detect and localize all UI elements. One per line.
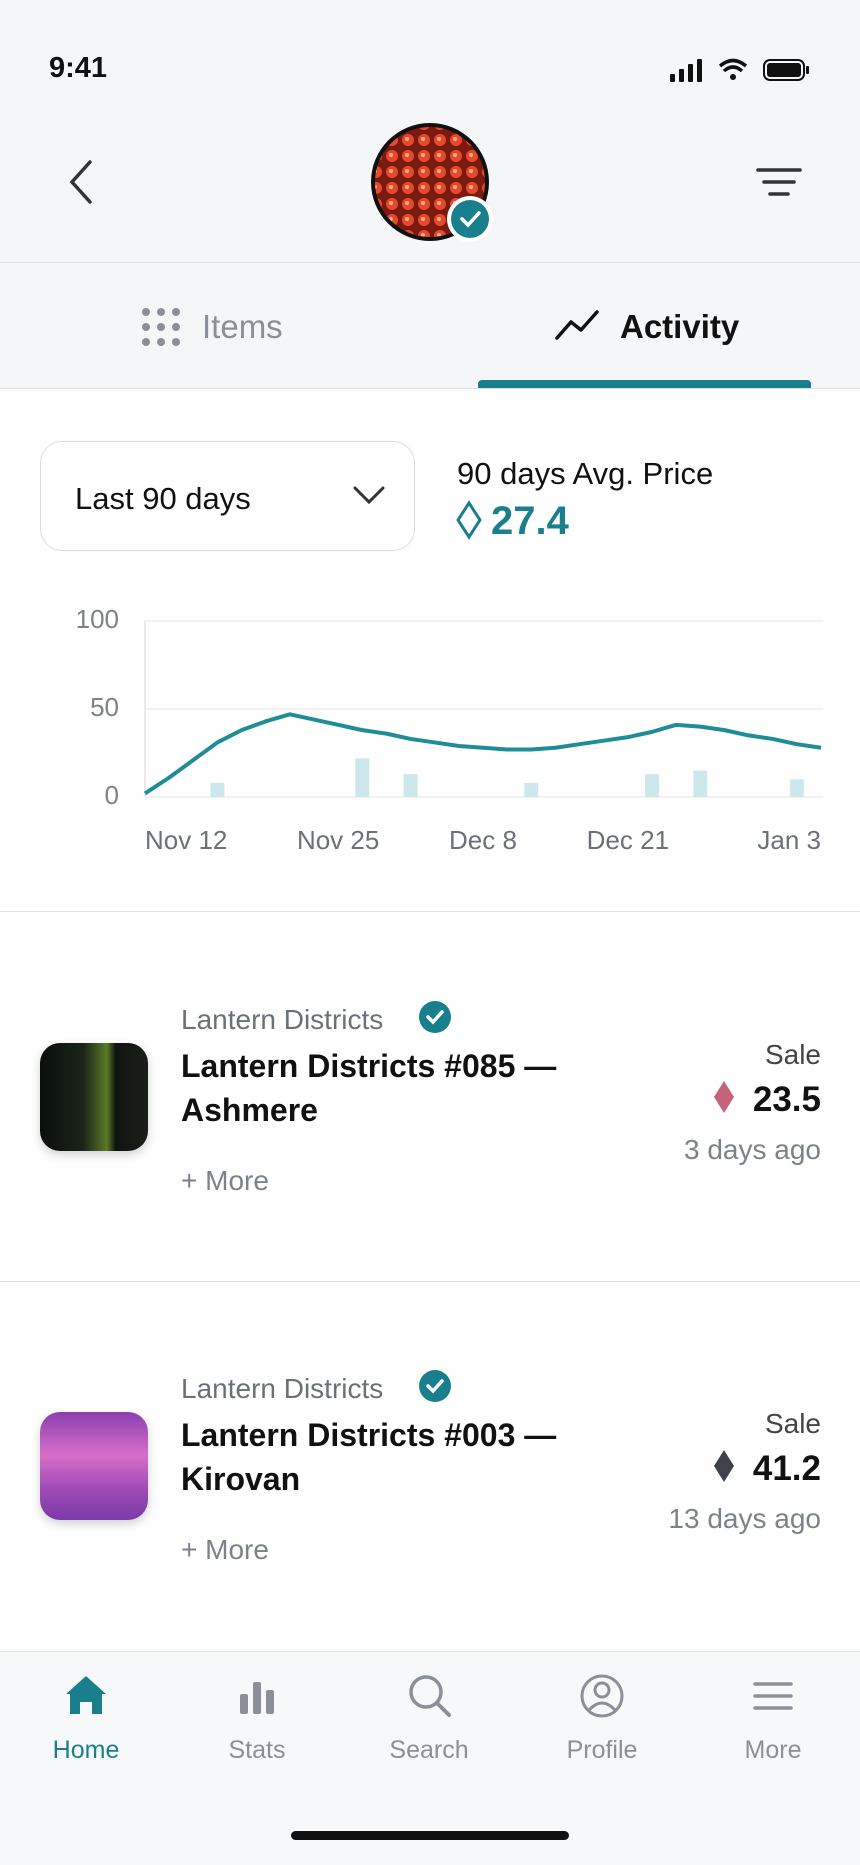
x-tick-label: Dec 8 [449,825,517,855]
nav-label[interactable]: Stats [228,1736,286,1764]
currency-icon [714,1081,734,1113]
divider [0,262,860,263]
divider [0,1281,860,1282]
price: 23.5 [752,1080,821,1119]
tab-indicator [478,380,811,388]
nav-label[interactable]: Profile [566,1736,638,1764]
x-tick-label: Dec 21 [587,825,669,855]
tab[interactable]: Activity [620,308,740,345]
item-thumbnail[interactable] [40,1412,148,1520]
event-type: Sale [764,1039,821,1070]
status-time: 9:41 [49,52,108,84]
back-button[interactable] [69,160,92,204]
verified-badge [419,1370,451,1402]
status-icons [670,58,809,82]
volume-bar [789,779,804,797]
event-time: 13 days ago [668,1503,821,1534]
items-icon [142,308,180,346]
verified-badge [419,1001,451,1033]
activity-icon [555,310,599,340]
price: 41.2 [752,1449,821,1488]
x-tick-label: Jan 3 [757,825,821,855]
avg-value: 27.4 [491,499,569,543]
volume-bar [210,782,225,797]
y-tick-label: 100 [76,604,119,634]
y-tick-label: 50 [90,692,119,722]
y-tick-label: 0 [105,780,119,810]
volume-bar [524,782,539,797]
volume-bar [693,770,708,797]
filter-button[interactable] [756,168,802,196]
divider [0,911,860,912]
home-indicator [291,1831,569,1840]
volume-bar [355,758,370,797]
more-link[interactable]: + More [181,1534,269,1565]
currency-icon [456,500,482,540]
dropdown-chevron [353,486,385,505]
nav-label[interactable]: Home [52,1736,120,1764]
volume-bar [645,774,659,797]
currency-icon [714,1450,734,1482]
period-label: Last 90 days [75,481,251,516]
more-link[interactable]: + More [181,1165,269,1196]
top-bar [69,123,802,242]
divider [0,388,860,389]
item-title[interactable]: Lantern Districts #003 — Kirovan [181,1417,557,1497]
item-thumbnail[interactable] [40,1043,148,1151]
item-title[interactable]: Lantern Districts #085 — Ashmere [181,1048,557,1128]
tab[interactable]: Items [202,308,283,345]
period-dropdown[interactable] [40,441,415,551]
price-line [143,712,822,796]
collection-name: Lantern Districts [181,1373,384,1404]
bottom-nav [0,1651,860,1865]
x-tick-label: Nov 25 [297,825,379,855]
price-chart: 0 50 100 Nov 12 Nov 25 Dec 8 Dec 21 Jan 3 [76,604,823,855]
volume-bar [403,774,418,797]
nav-label[interactable]: Search [389,1736,469,1764]
nav-icons [66,1674,793,1718]
nav-label[interactable]: More [744,1736,802,1764]
collection-name: Lantern Districts [181,1004,384,1035]
event-time: 3 days ago [684,1134,821,1165]
event-type: Sale [764,1408,821,1439]
x-tick-label: Nov 12 [145,825,227,855]
avg-label: 90 days Avg. Price [457,456,714,491]
